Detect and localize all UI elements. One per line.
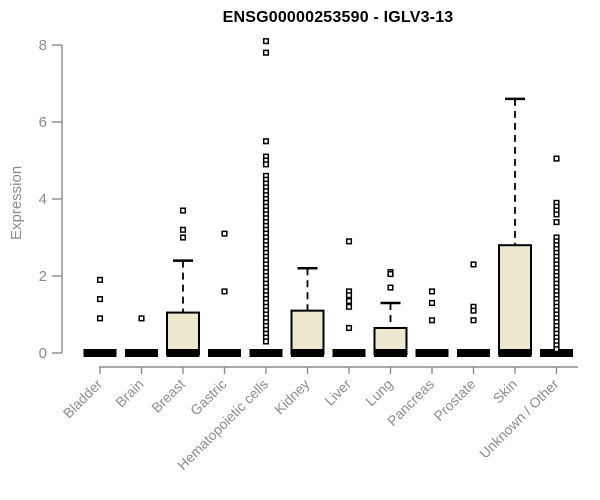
svg-text:Prostate: Prostate xyxy=(430,376,478,424)
svg-text:8: 8 xyxy=(39,37,47,54)
svg-text:Brain: Brain xyxy=(112,376,146,410)
svg-text:Skin: Skin xyxy=(490,376,521,407)
svg-text:Breast: Breast xyxy=(148,376,188,416)
svg-text:Kidney: Kidney xyxy=(271,376,313,418)
svg-text:Unknown / Other: Unknown / Other xyxy=(476,376,562,462)
chart-title: ENSG00000253590 - IGLV3-13 xyxy=(222,9,454,26)
svg-text:Bladder: Bladder xyxy=(60,376,106,422)
svg-text:2: 2 xyxy=(39,268,47,285)
svg-text:4: 4 xyxy=(39,191,47,208)
svg-text:Lung: Lung xyxy=(362,376,395,409)
svg-text:0: 0 xyxy=(39,345,47,362)
svg-text:Liver: Liver xyxy=(321,376,354,409)
svg-text:6: 6 xyxy=(39,114,47,131)
